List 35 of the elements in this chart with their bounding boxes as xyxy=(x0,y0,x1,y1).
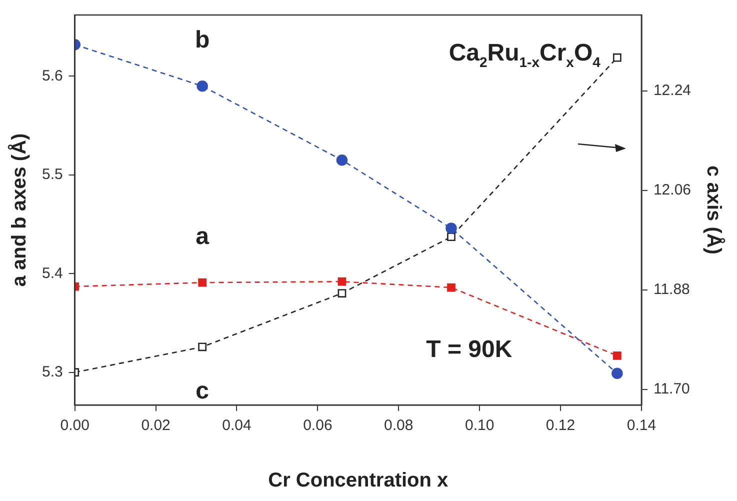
x-tick-label: 0.14 xyxy=(626,417,656,434)
point xyxy=(446,222,457,234)
x-tick-label: 0.10 xyxy=(464,417,494,434)
point xyxy=(447,283,456,292)
x-tick-label: 0.12 xyxy=(546,417,576,434)
x-tick-label: 0.08 xyxy=(384,417,414,434)
point xyxy=(338,289,346,298)
point xyxy=(612,351,622,360)
y2-tick-label: 12.06 xyxy=(653,182,692,198)
x-tick-label: 0.06 xyxy=(303,417,332,434)
point xyxy=(612,53,622,62)
y2-tick-label: 11.70 xyxy=(653,380,690,398)
y-tick-label: 5.3 xyxy=(42,364,63,381)
y-tick-label: 5.4 xyxy=(42,264,63,282)
y2-axis-title: c axis (Å) xyxy=(702,166,726,254)
series-label: b xyxy=(195,26,210,54)
x-tick-label: 0.04 xyxy=(222,417,252,434)
series-label: a xyxy=(196,223,210,250)
x-axis-title: Cr Concentration x xyxy=(268,470,448,492)
y2-tick-label: 11.88 xyxy=(653,281,690,298)
point xyxy=(196,80,208,92)
point xyxy=(336,154,348,166)
point xyxy=(612,368,623,380)
x-tick-label: 0.02 xyxy=(141,417,170,434)
point xyxy=(198,278,207,287)
point xyxy=(338,277,346,286)
y2-tick-label: 12.24 xyxy=(653,82,692,99)
y-axis-title: a and b axes (Å) xyxy=(8,133,31,287)
series-label: c xyxy=(196,378,210,405)
annotation: T = 90K xyxy=(426,336,513,364)
x-tick-label: 0.00 xyxy=(60,417,90,434)
y-tick-label: 5.6 xyxy=(42,67,63,84)
point xyxy=(198,342,207,352)
y-tick-label: 5.5 xyxy=(42,166,63,184)
point xyxy=(447,232,456,242)
